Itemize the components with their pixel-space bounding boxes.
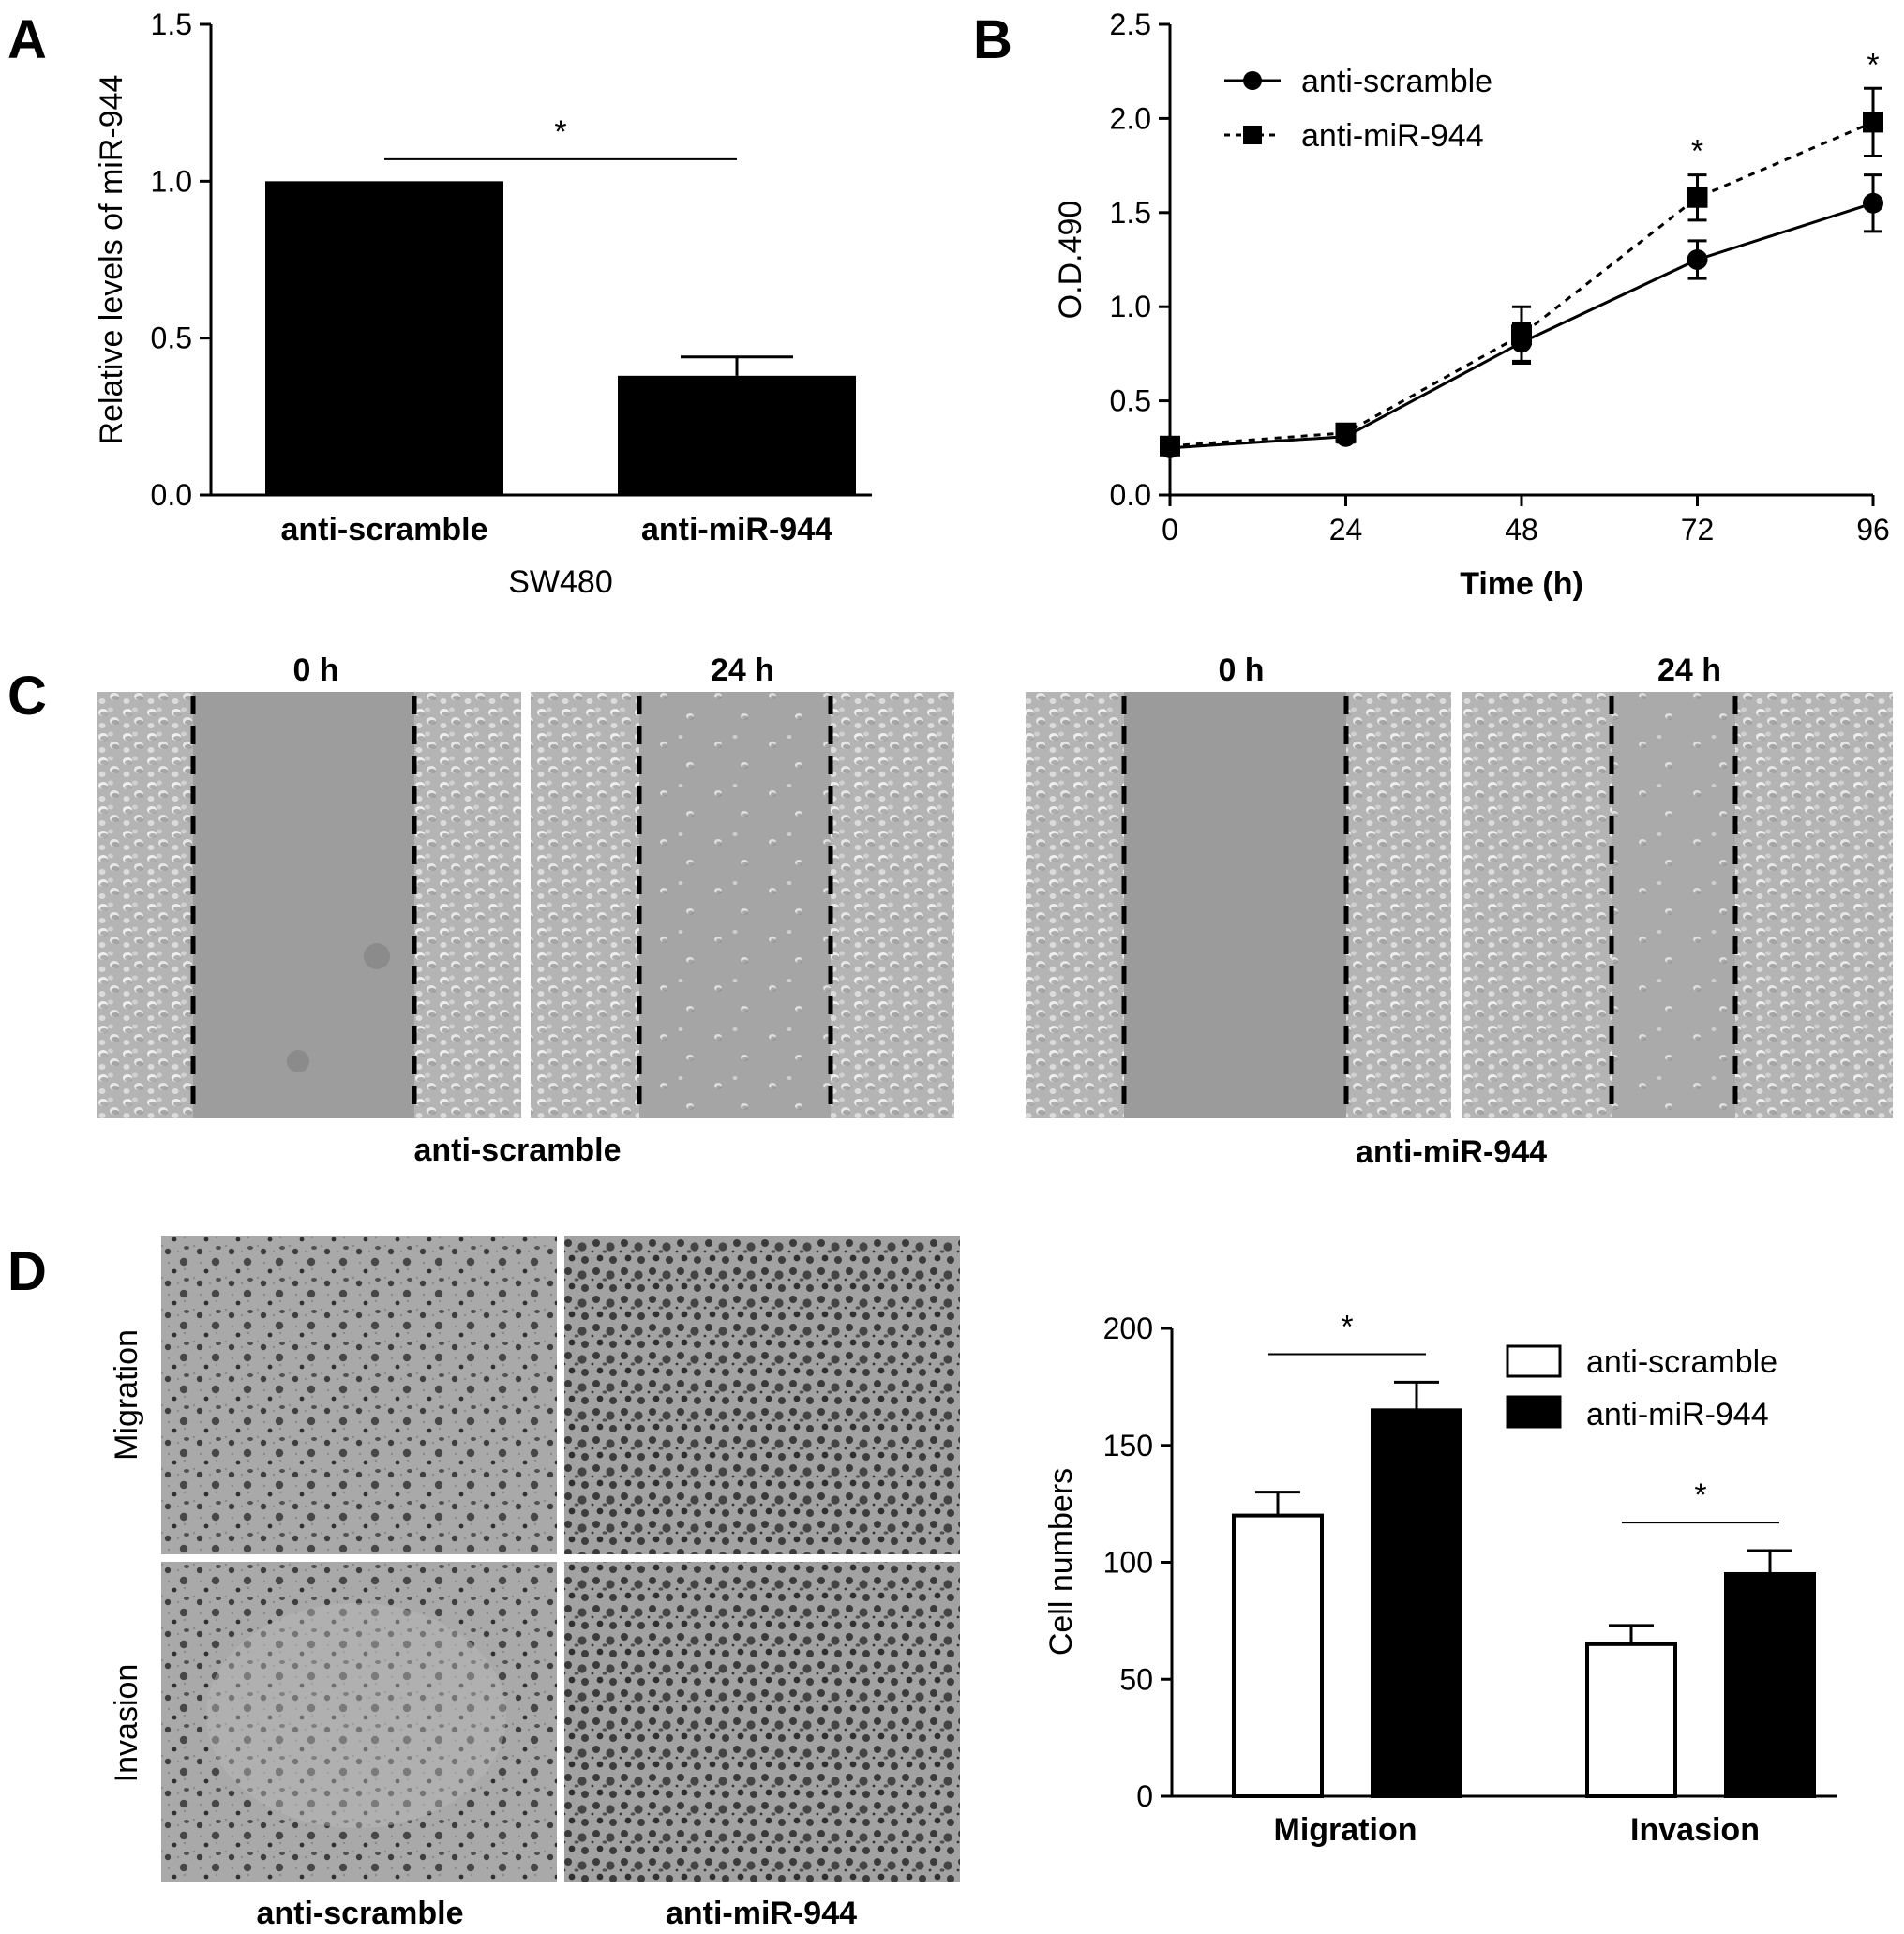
chart-d-bar	[1724, 1571, 1816, 1798]
legend-marker-square	[1243, 126, 1262, 144]
chart-b-point	[1863, 192, 1883, 214]
legend-label-anti-scramble: anti-scramble	[1586, 1344, 1777, 1380]
chart-b-point	[1863, 112, 1883, 133]
chart-b-y-label: O.D.490	[1053, 201, 1088, 320]
chart-b-y-tick-label: 0.0	[1110, 478, 1151, 512]
micrograph-anti-scramble-24h	[531, 692, 954, 1118]
micrograph-invasion-anti-scramble	[161, 1562, 557, 1882]
chart-b-x-tick-label: 48	[1505, 513, 1538, 547]
legend-marker-circle	[1243, 71, 1262, 90]
micrograph-anti-scramble-0h	[97, 692, 521, 1118]
micrograph-migration-anti-scramble	[161, 1236, 557, 1554]
panel-c-time-label: 24 h	[1657, 652, 1721, 688]
panel-d-micrographs: Migration Invasion anti-scramble anti-mi…	[109, 1236, 960, 1931]
chart-d-category-label: Migration	[1274, 1812, 1417, 1848]
legend-label-anti-miR-944: anti-miR-944	[1586, 1397, 1769, 1432]
chart-a-y-tick-label: 0.5	[151, 322, 192, 355]
panel-d-row-label: Invasion	[109, 1664, 144, 1783]
chart-d-y-tick-label: 100	[1103, 1546, 1153, 1580]
chart-d: 0 50 100 150 200 * * Migration Invasion Cell …	[1043, 1309, 1837, 1848]
panel-c-group-label: anti-scramble	[413, 1132, 621, 1168]
legend-label-anti-scramble: anti-scramble	[1301, 64, 1492, 99]
chart-b-x-tick-label: 24	[1329, 513, 1363, 547]
micrograph-anti-miR-944-0h	[1026, 692, 1451, 1118]
panel-letter-c: C	[7, 666, 47, 727]
chart-a-category-label: anti-scramble	[280, 512, 487, 547]
micrograph-invasion-anti-miR-944	[564, 1562, 960, 1882]
chart-d-significance-label: *	[1341, 1309, 1353, 1344]
chart-b-y-tick-label: 1.5	[1110, 196, 1151, 230]
chart-b: 0.00.51.01.52.02.50 24 48 72 96 ** Time (h) …	[1053, 7, 1890, 602]
legend-label-anti-miR-944: anti-miR-944	[1301, 118, 1484, 154]
chart-b-significance-label: *	[1691, 134, 1703, 170]
chart-a-x-label: SW480	[508, 564, 613, 600]
legend-swatch-anti-scramble	[1506, 1344, 1562, 1378]
chart-b-point	[1160, 435, 1180, 457]
chart-b-y-tick-label: 0.5	[1110, 384, 1151, 418]
chart-b-x-tick-label: 0	[1162, 513, 1178, 547]
chart-b-series-line	[1169, 121, 1874, 448]
chart-a-significance-label: *	[554, 114, 566, 150]
panel-letter-b: B	[973, 9, 1012, 70]
chart-d-y-tick-label: 50	[1119, 1662, 1153, 1696]
panel-letter-a: A	[7, 9, 47, 70]
chart-b-x-tick-label: 96	[1856, 513, 1890, 547]
chart-b-point	[1335, 422, 1357, 443]
chart-d-bar	[1232, 1513, 1324, 1798]
chart-d-bar	[1585, 1642, 1677, 1798]
panel-c-time-label: 0 h	[292, 652, 338, 688]
chart-d-bar	[1371, 1408, 1462, 1798]
panel-d-row-label: Migration	[109, 1329, 144, 1461]
micrograph-anti-miR-944-24h	[1462, 692, 1893, 1118]
panel-c-time-label: 0 h	[1218, 652, 1264, 688]
chart-b-y-tick-label: 2.5	[1110, 7, 1151, 41]
panel-c-time-label: 24 h	[711, 652, 774, 688]
chart-d-legend: anti-scramble anti-miR-944	[1506, 1344, 1777, 1432]
chart-a-y-tick-label: 1.0	[151, 164, 192, 198]
panel-letter-d: D	[7, 1241, 47, 1302]
chart-b-point	[1687, 249, 1708, 270]
chart-b-y-tick-label: 2.0	[1110, 101, 1151, 135]
chart-a-bar	[618, 375, 856, 495]
chart-b-legend: anti-scramble anti-miR-944	[1224, 64, 1492, 154]
chart-d-y-tick-label: 200	[1103, 1312, 1153, 1345]
chart-d-y-tick-label: 0	[1136, 1779, 1153, 1813]
legend-swatch-anti-miR-944	[1506, 1395, 1562, 1429]
panel-c-group-label: anti-miR-944	[1356, 1134, 1547, 1170]
panel-c-micrographs: 0 h 24 h 0 h 24 h	[97, 652, 1893, 1170]
panel-d-column-label: anti-scramble	[256, 1896, 463, 1931]
chart-b-point	[1687, 187, 1708, 208]
chart-a-y-label: Relative levels of miR-944	[94, 75, 129, 445]
chart-a-y-tick-label: 0.0	[151, 478, 192, 512]
chart-b-significance-label: *	[1867, 47, 1879, 82]
chart-d-significance-label: *	[1694, 1477, 1706, 1513]
chart-b-y-tick-label: 1.0	[1110, 290, 1151, 323]
chart-b-x-label: Time (h)	[1460, 566, 1583, 602]
chart-a: 0.0 0.5 1.0 1.5 * anti-scramble anti-miR-94…	[94, 7, 872, 600]
micrograph-migration-anti-miR-944	[564, 1236, 960, 1554]
chart-b-point	[1511, 324, 1532, 346]
chart-d-y-tick-label: 150	[1103, 1429, 1153, 1462]
chart-d-category-label: Invasion	[1630, 1812, 1760, 1848]
chart-d-y-label: Cell numbers	[1043, 1468, 1079, 1656]
panel-d-column-label: anti-miR-944	[666, 1896, 857, 1931]
chart-b-x-tick-label: 72	[1681, 513, 1715, 547]
chart-a-bar	[265, 181, 503, 496]
chart-a-category-label: anti-miR-944	[641, 512, 832, 547]
chart-a-y-tick-label: 1.5	[151, 7, 192, 41]
